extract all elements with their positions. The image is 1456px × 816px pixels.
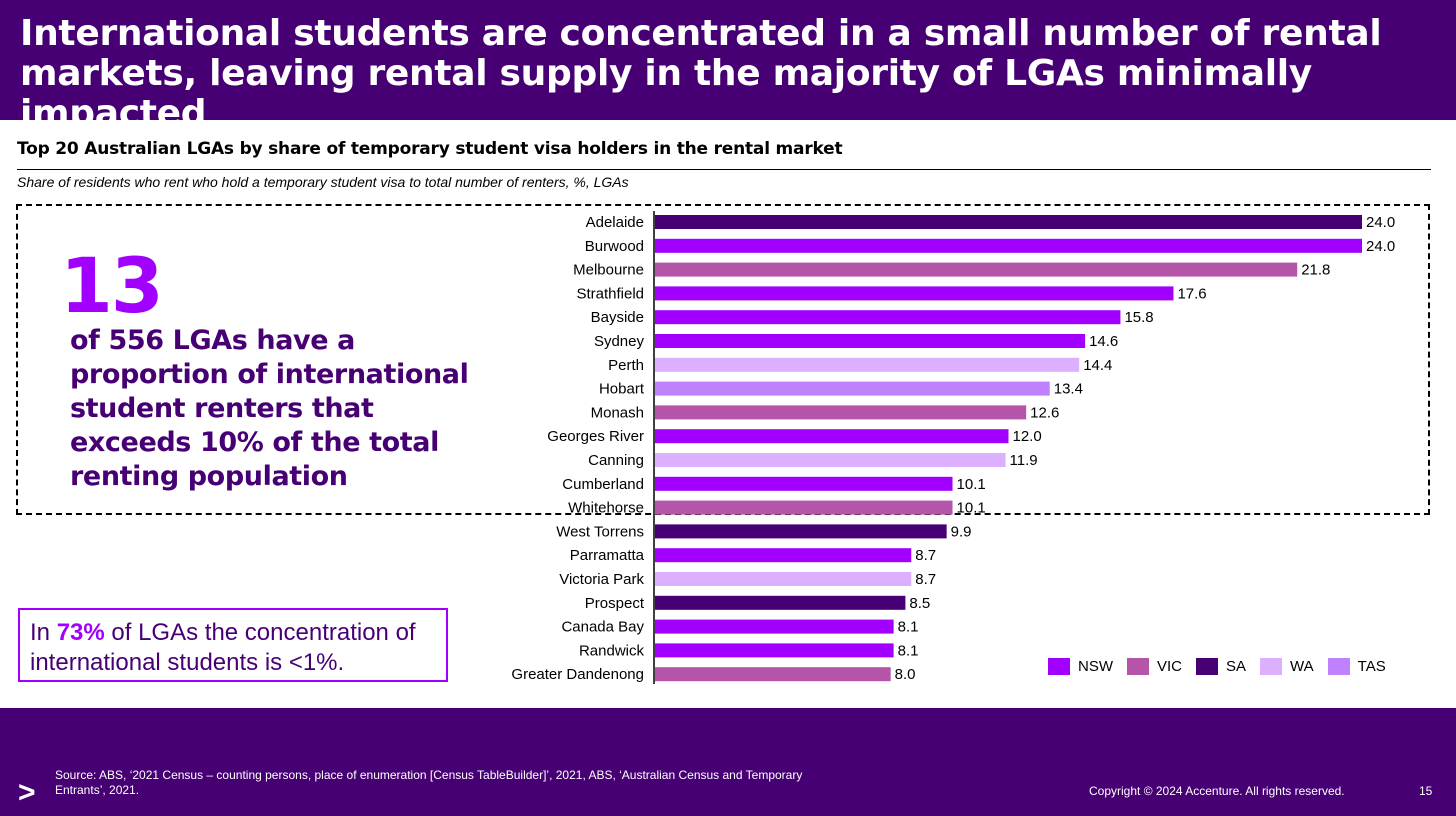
value-label: 13.4: [1054, 381, 1083, 398]
category-label: Sydney: [594, 333, 645, 350]
category-label: Canada Bay: [561, 619, 644, 636]
category-label: Greater Dandenong: [511, 666, 644, 683]
bar: [655, 595, 906, 610]
callout-box: In 73% of LGAs the concentration of inte…: [18, 608, 448, 682]
bar: [655, 357, 1080, 372]
category-label: Whitehorse: [568, 500, 644, 517]
value-label: 10.1: [957, 476, 986, 493]
bar: [655, 334, 1086, 348]
legend-swatch: [1196, 658, 1219, 675]
legend-label: NSW: [1078, 658, 1113, 675]
bar: [655, 310, 1121, 325]
legend-label: SA: [1226, 658, 1247, 675]
value-label: 14.4: [1083, 357, 1112, 374]
bar: [655, 667, 891, 682]
category-label: Strathfield: [576, 285, 644, 302]
bar: [655, 524, 947, 539]
legend-swatch: [1327, 658, 1350, 675]
bar-chart: Adelaide 24.0 Burwood 24.0 Melbourne 21.8 Stra…: [511, 211, 1395, 684]
value-label: 8.0: [895, 666, 916, 683]
category-label: Adelaide: [586, 214, 644, 231]
bar: [655, 572, 912, 586]
bar: [655, 238, 1362, 253]
value-label: 14.6: [1089, 333, 1118, 350]
value-label: 8.7: [915, 571, 936, 588]
bar: [655, 500, 953, 515]
category-label: Melbourne: [573, 262, 644, 279]
category-label: Burwood: [585, 238, 644, 255]
legend: NSW VIC SA WA TAS: [1048, 658, 1400, 675]
category-label: Victoria Park: [559, 571, 644, 588]
highlight-description: of 556 LGAs have a proportion of interna…: [70, 325, 469, 492]
legend-swatch: [1127, 658, 1149, 675]
category-label: Monash: [591, 404, 644, 421]
category-label: Canning: [588, 452, 644, 469]
value-label: 10.1: [957, 500, 986, 517]
bar: [655, 476, 953, 491]
highlight-number: 13: [60, 241, 164, 330]
bar: [655, 429, 1009, 444]
legend-item: SA: [1196, 658, 1246, 675]
value-label: 15.8: [1124, 309, 1153, 326]
category-label: Bayside: [591, 309, 644, 326]
value-label: 8.5: [909, 595, 930, 612]
header-banner: International students are concentrated …: [0, 0, 1456, 134]
value-label: 8.1: [898, 642, 919, 659]
value-label: 8.7: [915, 547, 936, 564]
legend-label: TAS: [1357, 658, 1386, 675]
bar: [655, 286, 1174, 301]
value-label: 8.1: [898, 619, 919, 636]
title-divider: [17, 169, 1431, 170]
category-label: West Torrens: [556, 523, 644, 540]
bar: [655, 405, 1027, 420]
legend-item: VIC: [1127, 658, 1182, 675]
copyright: Copyright © 2024 Accenture. All rights r…: [1089, 784, 1345, 798]
legend-item: WA: [1260, 658, 1314, 675]
legend-item: NSW: [1048, 658, 1113, 675]
bar: [655, 548, 912, 563]
value-label: 17.6: [1177, 285, 1206, 302]
accenture-logo-icon: >: [18, 776, 36, 809]
value-label: 24.0: [1366, 238, 1395, 255]
bar: [655, 381, 1050, 396]
source-note: Source: ABS, ‘2021 Census – counting per…: [55, 768, 803, 797]
category-label: Perth: [608, 357, 644, 374]
page-number: 15: [1419, 784, 1433, 798]
bar: [655, 643, 894, 658]
category-label: Georges River: [547, 428, 644, 445]
value-label: 11.9: [1010, 452, 1038, 469]
category-label: Randwick: [579, 642, 645, 659]
legend-swatch: [1260, 658, 1283, 675]
value-label: 24.0: [1366, 214, 1395, 231]
bar: [655, 262, 1298, 277]
chart-subtitle: Share of residents who rent who hold a t…: [17, 174, 629, 190]
bars-group: Adelaide 24.0 Burwood 24.0 Melbourne 21.8 Stra…: [511, 214, 1395, 683]
bar: [655, 619, 894, 634]
legend-swatch: [1048, 658, 1070, 675]
value-label: 12.0: [1013, 428, 1042, 445]
callout-suffix: of LGAs the concentration of internation…: [30, 619, 416, 676]
legend-label: WA: [1290, 658, 1314, 675]
value-label: 12.6: [1030, 404, 1059, 421]
page-title: International students are concentrated …: [20, 13, 1382, 134]
category-label: Prospect: [585, 595, 645, 612]
bar: [655, 453, 1006, 467]
bar: [655, 215, 1362, 229]
chart-title: Top 20 Australian LGAs by share of tempo…: [17, 139, 843, 159]
category-label: Parramatta: [570, 547, 645, 564]
value-label: 21.8: [1301, 262, 1330, 279]
legend-label: VIC: [1157, 658, 1183, 675]
value-label: 9.9: [951, 523, 972, 540]
category-label: Cumberland: [562, 476, 644, 493]
legend-item: TAS: [1327, 658, 1386, 675]
callout-percent: 73%: [56, 619, 105, 646]
callout-prefix: In: [30, 619, 57, 646]
footer: > Source: ABS, ‘2021 Census – counting p…: [0, 708, 1456, 816]
category-label: Hobart: [599, 381, 645, 398]
